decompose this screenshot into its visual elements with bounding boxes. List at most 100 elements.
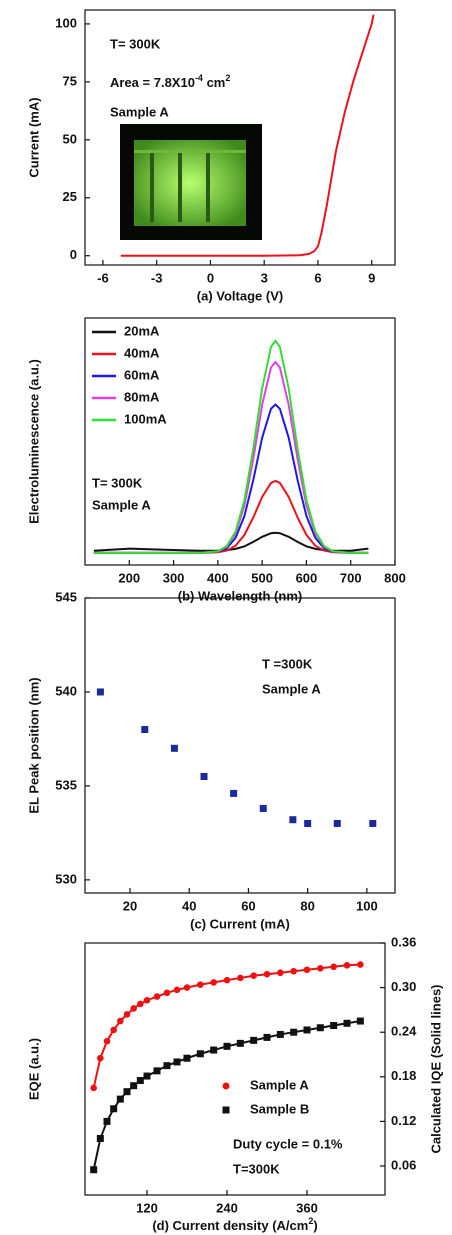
y-axis-label: EQE (a.u.): [26, 1038, 41, 1100]
x-axis-label: (b) Wavelength (nm): [178, 588, 302, 603]
y-tick-label: 25: [63, 189, 77, 204]
y-axis-label: Electroluminescence (a.u.): [26, 359, 41, 524]
text-part: Area = 7.8X10: [110, 75, 195, 90]
annotation: Duty cycle = 0.1%: [233, 1136, 343, 1151]
x-tick-label: 20: [123, 898, 137, 913]
point: [110, 1105, 118, 1113]
plot-frame: [84, 597, 396, 894]
annotation: Sample A: [110, 104, 169, 119]
legend-key: [222, 1106, 230, 1114]
y2-tick-label: 0.30: [391, 979, 416, 994]
point: [130, 1005, 137, 1012]
point: [356, 1017, 364, 1025]
x-tick-label: 500: [251, 570, 273, 585]
point: [163, 1062, 171, 1070]
point: [343, 962, 351, 969]
series-line: [93, 339, 369, 554]
y-tick-label: 530: [55, 871, 77, 886]
point: [197, 981, 204, 988]
plot-frame: [84, 9, 396, 266]
point: [276, 1030, 284, 1038]
point: [250, 1036, 258, 1044]
x-axis-label: (d) Current density (A/cm2): [152, 1216, 317, 1233]
legend-label: 20mA: [124, 323, 160, 338]
annotation: T= 300K: [92, 475, 143, 490]
y-tick-label: 50: [63, 131, 77, 146]
point: [303, 966, 311, 974]
point: [123, 1088, 131, 1096]
x-tick-label: 3: [261, 270, 268, 285]
point: [263, 1033, 271, 1041]
x-tick-label: 360: [296, 1200, 318, 1215]
point: [303, 1026, 311, 1034]
point: [141, 726, 149, 734]
point: [153, 1067, 161, 1075]
point: [173, 1058, 181, 1066]
point: [289, 816, 297, 824]
legend-label: Sample B: [250, 1101, 309, 1116]
annotation: T =300K: [262, 656, 313, 671]
point: [153, 993, 161, 1000]
point: [96, 1135, 104, 1143]
point: [210, 1046, 218, 1054]
legend-label: Sample A: [250, 1077, 309, 1092]
legend-label: 100mA: [124, 411, 167, 426]
point: [90, 1166, 98, 1174]
point: [183, 1054, 191, 1062]
point: [250, 972, 257, 980]
y-axis-label: EL Peak position (nm): [26, 677, 41, 813]
x-tick-label: 120: [136, 1200, 158, 1215]
series-line: [120, 14, 375, 257]
y2-tick-label: 0.12: [391, 1113, 416, 1128]
x-tick-label: -6: [97, 270, 109, 285]
x-tick-label: 6: [314, 270, 321, 285]
point: [259, 804, 267, 812]
point: [290, 1028, 298, 1036]
point: [143, 996, 151, 1004]
point: [96, 688, 104, 696]
plot-frame: [84, 942, 386, 1196]
y-tick-label: 0: [70, 247, 77, 262]
x-tick-label: 9: [368, 270, 375, 285]
y-axis-label: Current (mA): [26, 97, 41, 177]
point: [223, 976, 231, 984]
point: [137, 1000, 144, 1008]
annotation: T= 300K: [110, 36, 161, 51]
point: [223, 1042, 231, 1050]
x-tick-label: 40: [182, 898, 196, 913]
plot-frame: [84, 317, 396, 566]
x-axis-label: (c) Current (mA): [190, 916, 290, 931]
point: [237, 974, 244, 982]
y2-axis-label: Calculated IQE (Solid lines): [428, 984, 443, 1153]
annotation: Sample A: [92, 497, 151, 512]
y2-tick-label: 0.24: [391, 1024, 417, 1039]
point: [90, 1084, 97, 1092]
point: [316, 1024, 324, 1032]
point: [136, 1077, 144, 1085]
point: [230, 789, 238, 797]
legend-label: 60mA: [124, 367, 160, 382]
point: [130, 1082, 138, 1090]
point: [116, 1095, 124, 1103]
point: [123, 1011, 131, 1018]
x-tick-label: -3: [151, 270, 163, 285]
point: [103, 1037, 111, 1045]
point: [290, 967, 297, 975]
point: [369, 819, 377, 827]
x-tick-label: 700: [340, 570, 362, 585]
point: [170, 744, 178, 752]
point: [263, 970, 271, 978]
point: [196, 1050, 204, 1058]
x-tick-label: 600: [296, 570, 318, 585]
y-tick-label: 540: [55, 683, 77, 698]
text-part: ): [313, 1218, 317, 1233]
x-tick-label: 200: [118, 570, 140, 585]
x-axis-label: (a) Voltage (V): [197, 288, 283, 303]
point: [333, 819, 341, 827]
point: [97, 1054, 104, 1062]
superscript: 2: [225, 73, 230, 83]
x-tick-label: 300: [163, 570, 185, 585]
legend-label: 80mA: [124, 389, 160, 404]
superscript: -4: [195, 73, 203, 83]
